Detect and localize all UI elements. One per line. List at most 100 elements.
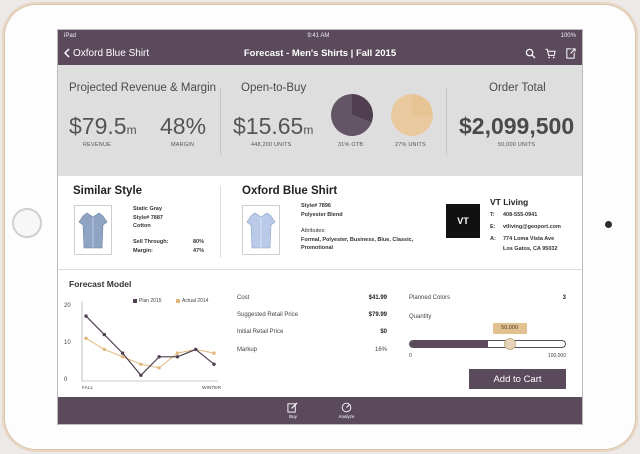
similar-shirt-image[interactable] <box>74 205 112 255</box>
revenue-heading: Projected Revenue & Margin <box>69 82 217 94</box>
back-label: Oxford Blue Shirt <box>73 47 150 59</box>
quantity-label: Quantity <box>409 314 432 320</box>
forecast-panel: Forecast Model Plan 2015 Actual 2014 0 10… <box>58 271 582 399</box>
slider-range: 0 100,000 <box>409 353 566 359</box>
similar-details: Static Gray Style# 7887 Cotton <box>133 205 163 231</box>
product-heading: Oxford Blue Shirt <box>242 185 338 197</box>
product-material: Polyester Blend <box>301 211 343 218</box>
similar-style-heading: Similar Style <box>73 185 143 197</box>
edit-icon <box>287 402 298 413</box>
vendor-name: VT Living <box>490 197 529 207</box>
product-style-number: Style# 7896 <box>301 203 331 209</box>
tab-analyze[interactable]: Analyze <box>338 402 355 419</box>
divider <box>220 186 221 258</box>
shirt-icon <box>246 212 276 249</box>
slider-handle[interactable] <box>503 338 516 350</box>
similar-margin-row: Margin: 47% <box>133 248 204 254</box>
y-tick-label: 20 <box>64 303 71 309</box>
y-tick-label: 10 <box>64 340 71 346</box>
tab-bar: Buy Analyze <box>58 397 582 424</box>
order-caption: 50,000 UNITS <box>498 142 536 148</box>
export-icon[interactable] <box>565 47 576 59</box>
otb-pie-caption: 31% OTB <box>338 142 364 148</box>
legend-plan: Plan 2015 <box>133 298 162 304</box>
data-point <box>157 366 161 370</box>
data-point <box>194 347 198 352</box>
quantity-slider[interactable] <box>409 340 566 348</box>
back-button[interactable]: Oxford Blue Shirt <box>64 48 149 59</box>
otb-heading: Open-to-Buy <box>241 82 307 94</box>
otb-pie-chart <box>331 94 373 136</box>
data-point <box>102 347 106 352</box>
legend-actual: Actual 2014 <box>176 298 208 304</box>
data-point <box>139 362 143 366</box>
data-point <box>84 336 88 340</box>
device-label: iPad <box>64 32 77 39</box>
vendor-phone[interactable]: T: 408-555-0941 <box>490 212 538 218</box>
divider <box>220 87 221 155</box>
quantity-value-bubble: 50,000 <box>492 323 527 334</box>
data-point <box>120 355 125 359</box>
slider-fill <box>410 341 488 347</box>
status-time: 9:41 AM <box>307 32 330 39</box>
similar-material: Cotton <box>133 223 151 229</box>
data-point <box>175 355 180 359</box>
units-pie-caption: 27% UNITS <box>395 142 426 148</box>
divider <box>446 87 447 155</box>
home-button[interactable] <box>12 208 42 238</box>
data-point <box>157 355 161 359</box>
shirt-icon <box>78 212 108 249</box>
summary-panel: Projected Revenue & Margin $79.5m REVENU… <box>58 65 582 176</box>
irp-row: Initial Retail Price $0 <box>237 329 387 335</box>
data-point <box>212 351 216 355</box>
order-heading: Order Total <box>489 82 546 94</box>
revenue-value: $79.5m <box>69 113 137 139</box>
planned-colors-row: Planned Colors 3 <box>409 295 566 301</box>
data-point <box>212 362 216 366</box>
chevron-left-icon <box>64 48 70 58</box>
vendor-address: A: 774 Loma Vista Ave <box>490 236 555 242</box>
vendor-logo: VT <box>446 204 480 238</box>
revenue-caption: REVENUE <box>83 142 111 148</box>
srp-row: Suggested Retail Price $79.99 <box>237 312 387 318</box>
data-point <box>84 314 88 318</box>
gauge-icon <box>341 402 352 413</box>
otb-pie-slice <box>352 94 373 123</box>
search-icon[interactable] <box>525 48 536 59</box>
nav-bar: Oxford Blue Shirt Forecast - Men's Shirt… <box>58 41 582 65</box>
markup-row: Markup 16% <box>237 347 387 353</box>
similar-style-number: Style# 7887 <box>133 214 163 221</box>
cost-row: Cost $41.99 <box>237 295 387 301</box>
cart-icon[interactable] <box>545 48 556 59</box>
tab-buy[interactable]: Buy <box>287 402 298 419</box>
otb-pie-rest <box>331 94 372 136</box>
series-line-plan-2015 <box>85 315 215 377</box>
app-screen: iPad 9:41 AM 100% Oxford Blue Shirt Fore… <box>57 29 583 425</box>
order-total-value: $2,099,500 <box>459 113 575 139</box>
y-tick-label: 0 <box>64 377 68 383</box>
series-line-actual-2014 <box>85 337 215 369</box>
battery-level: 100% <box>560 32 576 39</box>
margin-value: 48% <box>160 113 207 139</box>
x-tick-label: WINTER <box>202 385 221 391</box>
forecast-heading: Forecast Model <box>69 279 132 289</box>
similar-color: Static Gray <box>133 206 163 212</box>
product-shirt-image[interactable] <box>242 205 280 255</box>
product-attributes: Attributes: Formal, Polyester, Business,… <box>301 228 414 251</box>
add-to-cart-button[interactable]: Add to Cart <box>469 369 566 389</box>
vendor-address-line2: Los Gatos, CA 95032 <box>503 246 558 252</box>
data-point <box>102 332 106 337</box>
status-bar: iPad 9:41 AM 100% <box>58 30 582 41</box>
data-point <box>139 373 143 377</box>
otb-value: $15.65m <box>233 113 314 139</box>
units-pie-chart <box>391 94 433 136</box>
forecast-line-chart: 0 10 20 FALL WINTER <box>64 301 221 391</box>
vendor-email[interactable]: E: vtliving@geoport.com <box>490 224 561 230</box>
otb-caption: 448,200 UNITS <box>251 142 292 148</box>
units-pie-rest <box>391 94 433 136</box>
camera <box>605 221 612 228</box>
product-details: Style# 7896 Polyester Blend <box>301 202 343 219</box>
margin-caption: MARGIN <box>171 142 195 148</box>
data-point <box>175 351 180 355</box>
x-tick-label: FALL <box>82 385 94 391</box>
